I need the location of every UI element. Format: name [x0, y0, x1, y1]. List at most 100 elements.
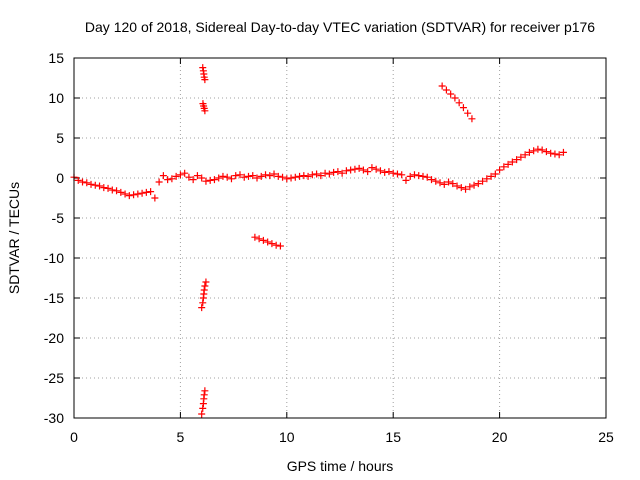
- data-point: [468, 115, 476, 123]
- data-point: [96, 182, 104, 190]
- data-point: [325, 170, 333, 178]
- y-tick-label: 10: [48, 90, 64, 106]
- plot-frame: [73, 57, 607, 419]
- data-point: [151, 194, 159, 202]
- x-tick-label: 20: [492, 429, 508, 445]
- data-point: [338, 169, 346, 177]
- data-point: [155, 178, 163, 186]
- data-point: [164, 176, 172, 184]
- data-point: [244, 172, 252, 180]
- y-tick-label: -25: [44, 370, 64, 386]
- data-point: [198, 174, 206, 182]
- data-point: [202, 278, 210, 286]
- data-point: [440, 180, 448, 188]
- data-point: [376, 167, 384, 175]
- data-point: [385, 168, 393, 176]
- data-point: [257, 172, 265, 180]
- data-point: [253, 174, 261, 182]
- data-point: [389, 169, 397, 177]
- data-point: [200, 286, 208, 294]
- data-point: [202, 177, 210, 185]
- data-point: [199, 64, 207, 72]
- data-point: [276, 242, 284, 250]
- data-point: [121, 190, 129, 198]
- data-point: [219, 172, 227, 180]
- series-upper-spike: [199, 64, 209, 115]
- data-point: [455, 99, 463, 107]
- data-point: [236, 171, 244, 179]
- data-point: [321, 169, 329, 177]
- data-point: [317, 172, 325, 180]
- data-point: [508, 158, 516, 166]
- data-point: [296, 172, 304, 180]
- data-point: [428, 176, 436, 184]
- data-point: [198, 410, 206, 418]
- data-point: [201, 282, 209, 290]
- data-point: [496, 166, 504, 174]
- data-point: [300, 172, 308, 180]
- data-point: [402, 176, 410, 184]
- data-point: [104, 184, 112, 192]
- data-points: [70, 64, 567, 418]
- data-point: [555, 151, 563, 159]
- data-point: [272, 241, 280, 249]
- y-axis-label: SDTVAR / TECUs: [6, 182, 22, 294]
- data-point: [206, 176, 214, 184]
- data-point: [279, 173, 287, 181]
- data-point: [410, 171, 418, 179]
- data-point: [551, 150, 559, 158]
- data-point: [147, 188, 155, 196]
- data-point: [168, 175, 176, 183]
- data-point: [108, 186, 116, 194]
- data-point: [368, 164, 376, 172]
- data-point: [342, 167, 350, 175]
- data-point: [491, 170, 499, 178]
- data-point: [334, 168, 342, 176]
- data-point: [264, 238, 272, 246]
- data-point: [517, 153, 525, 161]
- data-point: [270, 170, 278, 178]
- series-main: [70, 145, 567, 202]
- data-point: [459, 104, 467, 112]
- data-point: [215, 174, 223, 182]
- data-point: [251, 233, 259, 241]
- data-point: [176, 171, 184, 179]
- y-tick-label: -20: [44, 330, 64, 346]
- data-point: [432, 177, 440, 185]
- x-tick-label: 5: [177, 429, 185, 445]
- series-negative-arc: [251, 233, 284, 250]
- data-point: [240, 173, 248, 181]
- y-tick-label: 0: [56, 170, 64, 186]
- data-point: [304, 172, 312, 180]
- data-point: [210, 176, 218, 184]
- data-point: [249, 172, 257, 180]
- data-point: [538, 146, 546, 154]
- data-point: [451, 94, 459, 102]
- data-point: [457, 184, 465, 192]
- data-point: [117, 188, 125, 196]
- data-point: [393, 170, 401, 178]
- data-point: [442, 86, 450, 94]
- data-point: [479, 177, 487, 185]
- data-point: [453, 182, 461, 190]
- data-point: [559, 148, 567, 156]
- chart-title: Day 120 of 2018, Sidereal Day-to-day VTE…: [85, 19, 595, 35]
- data-point: [172, 172, 180, 180]
- data-point: [419, 172, 427, 180]
- data-point: [125, 192, 133, 200]
- data-point: [351, 165, 359, 173]
- data-point: [447, 90, 455, 98]
- data-point: [364, 168, 372, 176]
- data-point: [445, 178, 453, 186]
- data-point: [181, 169, 189, 177]
- x-axis-label: GPS time / hours: [287, 458, 394, 474]
- data-point: [130, 191, 138, 199]
- data-point: [423, 173, 431, 181]
- y-tick-label: 15: [48, 50, 64, 66]
- series-lower-spike: [198, 278, 210, 418]
- data-point: [83, 179, 91, 187]
- data-point: [287, 174, 295, 182]
- data-point: [266, 172, 274, 180]
- axis-ticks: 0 5 10 15 20 25 -30 -25 -20 -15 -10 -5 0 5 10 15: [44, 50, 614, 445]
- data-point: [100, 184, 108, 192]
